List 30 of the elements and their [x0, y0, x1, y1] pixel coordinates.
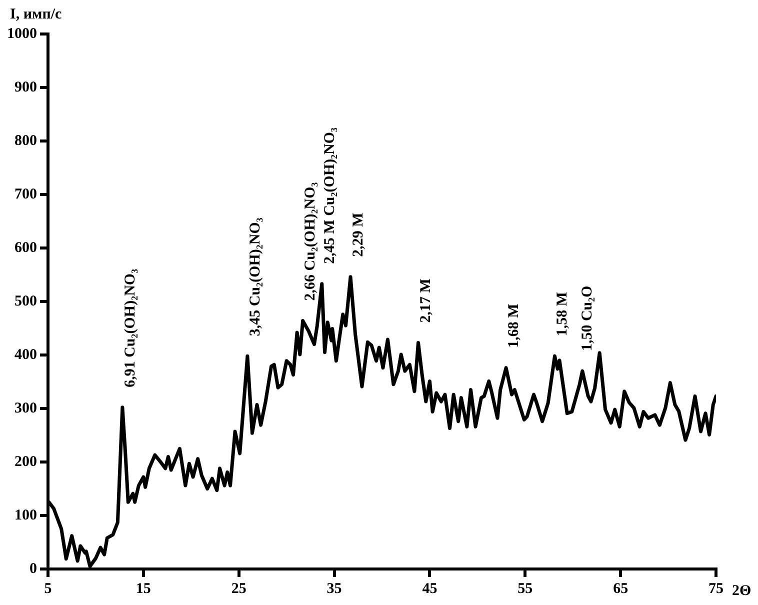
y-tick-label: 900 — [14, 79, 37, 96]
y-tick-label: 200 — [14, 454, 37, 470]
y-tick-label: 600 — [14, 240, 37, 256]
x-tick-label: 45 — [422, 580, 438, 597]
y-tick-label: 1000 — [7, 26, 37, 42]
y-tick-label: 100 — [14, 507, 37, 524]
annotation: 2,66 Cu₂(OH)₂NO₃ — [302, 182, 319, 301]
annotation: 3,45 Cu₂(OH)₂NO₃ — [247, 217, 264, 336]
x-tick-label: 35 — [326, 580, 342, 597]
annotation: 2,17 M — [418, 278, 434, 323]
x-tick-label: 15 — [136, 580, 151, 597]
y-tick-label: 800 — [14, 132, 37, 149]
annotation: 2,29 M — [350, 212, 366, 257]
y-tick-label: 500 — [14, 293, 37, 310]
x-tick-label: 5 — [44, 580, 52, 597]
y-axis-title: I, имп/с — [10, 6, 62, 22]
x-axis-title: 2Θ — [732, 582, 752, 599]
annotation: 2,45 M Cu₂(OH)₂NO₃ — [322, 126, 338, 264]
y-tick-label: 700 — [14, 186, 37, 202]
y-tick-label: 400 — [14, 346, 37, 363]
y-tick-label: 0 — [30, 560, 37, 577]
annotation: 1,50 Cu₂O — [579, 286, 596, 352]
x-tick-label: 75 — [708, 580, 724, 597]
x-tick-label: 55 — [518, 580, 533, 597]
annotation: 6,91 Cu₂(OH)₂NO₃ — [122, 268, 138, 388]
annotation: 1,68 M — [506, 304, 522, 348]
annotation: 1,58 M — [554, 292, 571, 336]
x-tick-label: 65 — [613, 580, 628, 597]
x-tick-label: 25 — [231, 580, 246, 597]
y-tick-label: 300 — [14, 400, 37, 416]
